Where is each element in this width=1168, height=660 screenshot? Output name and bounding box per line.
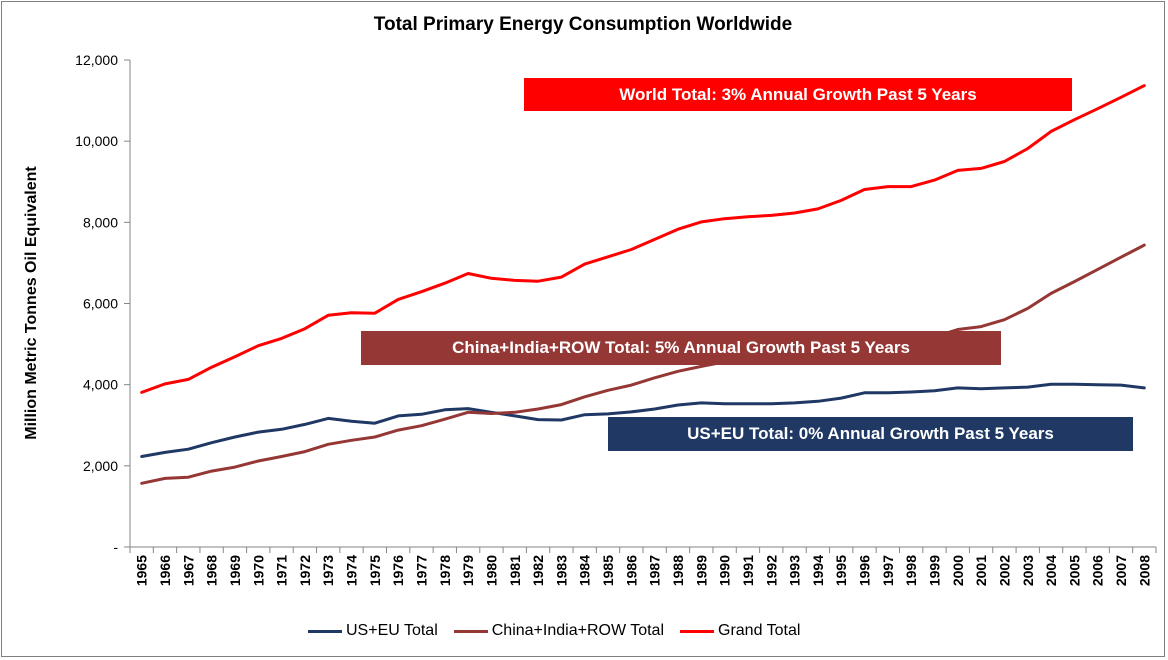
- series-line-us-eu-total: [140, 382, 1146, 458]
- y-tick-label: 8,000: [83, 214, 118, 230]
- x-tick-label: 1996: [857, 555, 873, 586]
- x-tick-label: 1977: [413, 555, 429, 586]
- legend-swatch-china-india-row: [453, 629, 488, 633]
- x-tick-label: 1974: [344, 555, 360, 586]
- x-tick-label: 1975: [367, 555, 383, 586]
- legend-swatch-us-eu: [308, 629, 342, 633]
- x-tick-label: 1994: [810, 555, 826, 586]
- y-tick-label: 6,000: [83, 296, 118, 312]
- x-tick-label: 1969: [227, 555, 243, 586]
- x-tick-label: 1991: [740, 555, 756, 586]
- x-tick-label: 1981: [507, 555, 523, 586]
- annotation-us-eu-total: US+EU Total: 0% Annual Growth Past 5 Yea…: [608, 417, 1133, 451]
- y-tick-label: -: [113, 539, 118, 555]
- x-tick-label: 1997: [880, 555, 896, 586]
- x-tick-label: 1993: [787, 555, 803, 586]
- x-tick-label: 2005: [1066, 555, 1082, 586]
- x-tick-label: 2003: [1020, 555, 1036, 586]
- legend-label-us-eu: US+EU Total: [346, 622, 438, 639]
- x-tick-label: 1980: [483, 555, 499, 586]
- x-tick-label: 1966: [157, 555, 173, 586]
- x-tick-label: 1976: [390, 555, 406, 586]
- series-line-china-india-row-total: [140, 243, 1146, 485]
- legend: US+EU Total China+India+ROW Total Grand …: [308, 622, 816, 640]
- x-tick-label: 1985: [600, 555, 616, 586]
- x-tick-label: 1984: [577, 555, 593, 586]
- legend-item-grand-total: Grand Total: [680, 622, 800, 640]
- y-tick-label: 12,000: [75, 52, 118, 68]
- x-tick-label: 1967: [180, 555, 196, 586]
- x-tick-label: 1971: [274, 555, 290, 586]
- x-tick-label: 2004: [1043, 555, 1059, 586]
- x-tick-label: 1988: [670, 555, 686, 586]
- x-tick-label: 1972: [297, 555, 313, 586]
- legend-item-us-eu: US+EU Total: [308, 622, 438, 640]
- x-tick-label: 1979: [460, 555, 476, 586]
- y-tick-label: 10,000: [75, 133, 118, 149]
- legend-item-china-india-row: China+India+ROW Total: [453, 622, 664, 640]
- x-tick-label: 1992: [763, 555, 779, 586]
- x-tick-label: 2000: [950, 555, 966, 586]
- annotation-china-india-row-total: China+India+ROW Total: 5% Annual Growth …: [361, 331, 1001, 365]
- x-tick-label: 1987: [647, 555, 663, 586]
- x-tick-label: 1973: [320, 555, 336, 586]
- x-tick-label: 1989: [693, 555, 709, 586]
- x-tick-label: 1970: [250, 555, 266, 586]
- legend-label-china-india-row: China+India+ROW Total: [491, 622, 664, 639]
- series-line-grand-total: [140, 84, 1146, 394]
- x-tick-label: 1999: [926, 555, 942, 586]
- x-tick-label: 2007: [1113, 555, 1129, 586]
- y-tick-label: 2,000: [83, 458, 118, 474]
- x-tick-label: 2002: [996, 555, 1012, 586]
- x-tick-label: 1995: [833, 555, 849, 586]
- x-tick-label: 1986: [623, 555, 639, 586]
- y-tick-label: 4,000: [83, 377, 118, 393]
- x-tick-label: 1965: [134, 555, 150, 586]
- x-tick-label: 1983: [553, 555, 569, 586]
- annotation-world-total: World Total: 3% Annual Growth Past 5 Yea…: [524, 78, 1072, 111]
- x-tick-label: 1968: [204, 555, 220, 586]
- x-tick-label: 2001: [973, 555, 989, 586]
- x-tick-label: 2006: [1090, 555, 1106, 586]
- legend-label-grand-total: Grand Total: [718, 622, 801, 639]
- x-tick-label: 1982: [530, 555, 546, 586]
- chart-title: Total Primary Energy Consumption Worldwi…: [373, 14, 793, 35]
- x-tick-label: 1990: [717, 555, 733, 586]
- x-tick-label: 1998: [903, 555, 919, 586]
- x-tick-label: 2008: [1136, 555, 1152, 586]
- x-tick-label: 1978: [437, 555, 453, 586]
- legend-swatch-grand-total: [680, 629, 714, 633]
